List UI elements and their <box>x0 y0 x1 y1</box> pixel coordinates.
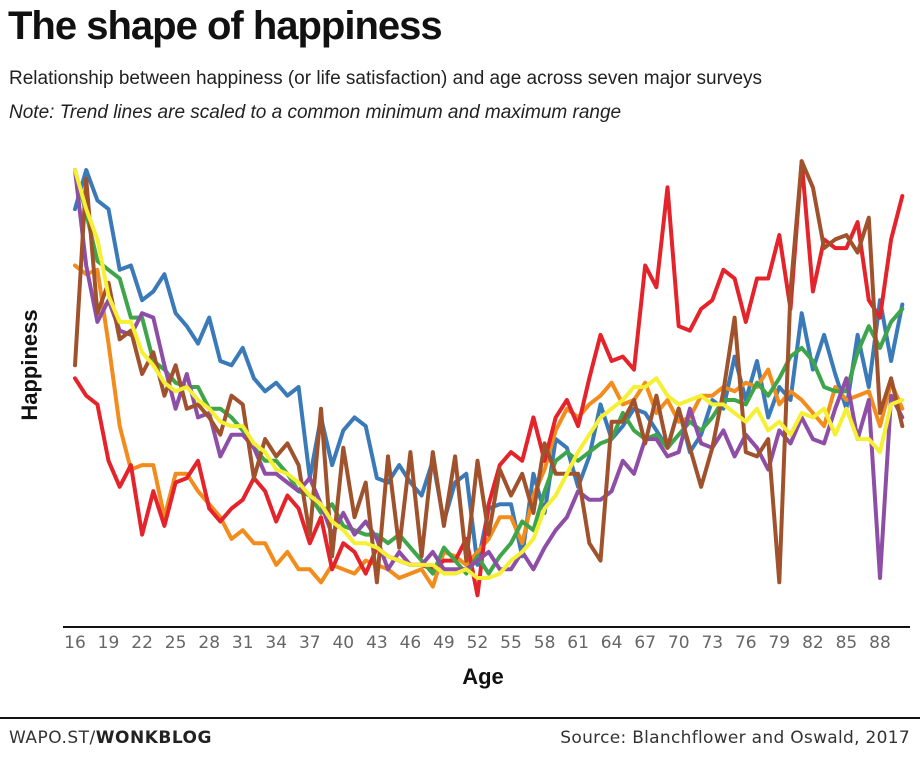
x-tick-label: 76 <box>735 633 757 653</box>
series-line-2 <box>73 263 905 589</box>
y-axis-label: Happiness <box>17 309 42 420</box>
footer-source: Source: Blanchflower and Oswald, 2017 <box>560 728 910 748</box>
happiness-line-chart: 16 19 22 25 28 31 34 37 40 43 46 49 52 55 58 61 64 67 70 73… <box>17 159 910 689</box>
x-tick-label: 28 <box>198 633 220 653</box>
x-tick-label: 46 <box>400 633 422 653</box>
brand-section: WONKBLOG <box>95 728 212 748</box>
x-tick-label: 37 <box>299 633 321 653</box>
x-tick-label: 88 <box>869 633 891 653</box>
x-tick-label: 22 <box>131 633 153 653</box>
x-tick-labels: 16 19 22 25 28 31 34 37 40 43 46 49 52 55 58 61 64 67 70 73… <box>64 633 891 653</box>
x-tick-label: 64 <box>601 633 623 653</box>
x-tick-label: 31 <box>232 633 254 653</box>
chart-title: The shape of happiness <box>8 4 443 48</box>
x-tick-label: 73 <box>701 633 723 653</box>
x-tick-label: 58 <box>534 633 556 653</box>
x-tick-label: 85 <box>836 633 858 653</box>
x-tick-label: 19 <box>98 633 120 653</box>
x-tick-label: 79 <box>768 633 790 653</box>
x-axis-label: Age <box>462 664 504 689</box>
x-tick-label: 34 <box>265 633 287 653</box>
x-tick-label: 49 <box>433 633 455 653</box>
x-tick-label: 55 <box>500 633 522 653</box>
x-tick-label: 16 <box>64 633 86 653</box>
chart-subtitle: Relationship between happiness (or life … <box>9 68 763 89</box>
series-line-5 <box>73 168 905 580</box>
x-tick-label: 61 <box>567 633 589 653</box>
x-tick-label: 67 <box>634 633 656 653</box>
series-lines <box>73 159 905 598</box>
x-tick-label: 40 <box>332 633 354 653</box>
x-tick-label: 52 <box>467 633 489 653</box>
brand-prefix: WAPO.ST/ <box>9 728 96 748</box>
series-line-4 <box>73 168 905 576</box>
series-line-7 <box>73 168 905 580</box>
footer-divider <box>0 717 920 719</box>
x-tick-label: 25 <box>165 633 187 653</box>
x-tick-label: 43 <box>366 633 388 653</box>
footer-brand: WAPO.ST/WONKBLOG <box>9 728 212 748</box>
series-line-6 <box>73 159 905 585</box>
x-tick-label: 70 <box>668 633 690 653</box>
x-tick-label: 82 <box>802 633 824 653</box>
series-line-3 <box>73 159 905 598</box>
chart-note: Note: Trend lines are scaled to a common… <box>9 102 622 123</box>
